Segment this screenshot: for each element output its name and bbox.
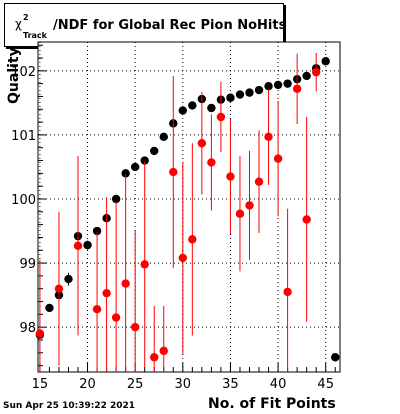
y-tick-label: 101 [11,129,36,144]
x-tick-label: 35 [222,377,239,392]
data-point [235,90,245,99]
chart-title: /NDF for Global Rec Pion NoHits [53,18,287,33]
data-point [273,80,283,90]
data-point [264,82,273,91]
data-point [264,132,273,142]
data-point [311,67,321,77]
title-superscript: 2 [23,13,29,22]
x-tick-label: 30 [175,377,192,392]
data-point [111,194,121,204]
title-box: χ 2 Track /NDF for Global Rec Pion NoHit… [4,3,287,47]
data-point [188,101,197,110]
data-point [207,158,216,167]
data-point [121,169,130,178]
plot-frame [37,41,341,373]
data-point [73,241,83,250]
data-point [64,274,73,284]
data-point [111,313,121,322]
data-point [235,209,245,218]
data-point [92,305,102,314]
data-point [121,279,130,288]
data-point [45,303,54,313]
data-point [102,288,111,298]
data-point [302,71,311,81]
x-tick-label: 20 [79,377,96,392]
data-point [254,85,264,95]
data-point [35,329,45,338]
x-tick-label: 45 [317,377,334,392]
x-tick-label: 15 [32,377,49,392]
data-point [216,112,226,122]
data-point [331,353,340,362]
data-point [197,139,207,148]
title-subscript: Track [23,31,47,40]
y-tick-label: 102 [11,65,36,80]
chi-symbol: χ [15,17,22,31]
data-point [140,156,149,165]
data-point [150,353,159,362]
data-point [188,235,197,244]
data-point [159,132,168,142]
data-point [321,57,330,66]
data-point [130,162,140,172]
y-tick-label: 99 [19,257,36,272]
x-tick-label: 40 [270,377,287,392]
data-point [273,154,283,163]
data-point [159,346,168,356]
data-point [169,167,178,177]
x-axis-label: No. of Fit Points [208,396,336,412]
y-tick-label: 100 [11,193,36,208]
data-point [254,177,264,186]
data-point [178,106,188,115]
data-point [150,146,159,156]
data-point [226,172,235,181]
timestamp: Sun Apr 25 10:39:22 2021 [3,401,136,411]
data-point [302,215,311,224]
data-point [226,93,235,102]
data-point [83,240,92,250]
data-point [283,287,292,297]
data-point [283,79,292,88]
data-point [245,201,254,210]
data-point [292,84,302,93]
data-point [140,260,149,269]
data-point [130,322,140,332]
data-point [178,253,188,263]
x-tick-label: 25 [127,377,144,392]
data-point [207,103,216,113]
data-point [54,284,64,293]
data-point [245,88,254,97]
y-tick-label: 98 [19,321,36,336]
data-point [92,226,102,236]
